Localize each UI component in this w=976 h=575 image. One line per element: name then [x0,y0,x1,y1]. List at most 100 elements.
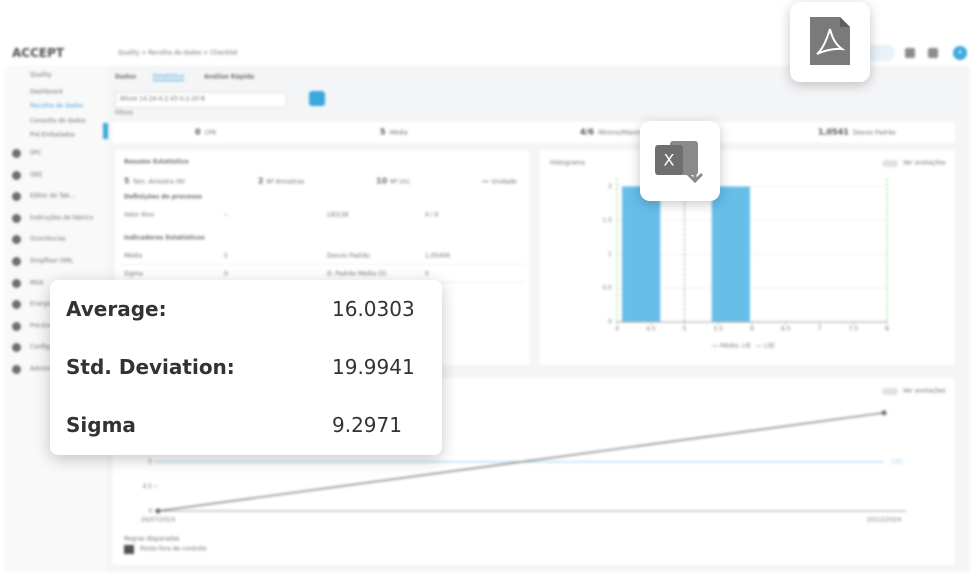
sidebar-icon [12,278,21,288]
count-value: 5 [124,176,130,186]
x-tick-label: 7.5 [848,326,858,333]
summary-count: 2 Nº Amostras [258,177,304,186]
search-button [309,91,325,106]
count-value: 10 [376,176,388,186]
legend-label: LIE [742,343,751,350]
sidebar-icon [12,365,21,374]
filter-label: Filtros [115,109,133,117]
process-cell: LIE/LSE [327,211,349,219]
avatar: A [953,46,967,60]
histogram-bar [622,186,661,322]
histogram-bar [711,186,750,322]
sidebar-item: Dropfloor OML [30,257,74,265]
kpi: 0 CPK [195,128,216,137]
sidebar-item: Energia [30,300,53,308]
sidebar-icon [12,343,21,353]
sidebar-icon [12,321,21,331]
toolbar-icon [905,48,915,58]
count-value: -- [482,176,489,186]
process-cell: 4 / 6 [425,211,439,219]
kpi-value: 0 [195,127,201,137]
toggle [882,160,898,167]
excel-icon: X [655,141,704,184]
summary-count: 10 Nº Uni. [376,177,411,186]
sidebar-item: Instruções de fabrico [30,214,94,222]
summary-title: Resumo Estatístico [124,158,189,166]
kpi-label: Mínimo/Máximo [598,129,646,137]
control-limit-label: LSC [892,458,903,465]
sidebar-item: MSA [30,279,44,287]
rule-item: Ponto fora de controlo [140,545,207,553]
indicator-cell: 5 [224,252,228,260]
summary-count: 5 Tam. Amostra (N) [124,177,185,186]
sidebar-item: Pré-Em... [30,322,58,330]
stat-label: Std. Deviation: [66,355,235,379]
data-point [155,508,161,514]
sidebar-subitem: Recolha de dados [30,102,84,110]
active-marker [103,123,108,139]
sidebar-module: Quality [30,71,52,79]
x-tick-label: 5 [683,326,687,333]
logo: ACCEPT [12,46,65,60]
count-label: Nº Uni. [390,178,412,186]
rules-title: Regras disparadas [124,535,180,543]
rule-badge [124,545,134,554]
process-cell: Valor Alvo [124,211,155,219]
kpi-value: 4/6 [580,127,595,137]
pdf-icon [810,17,850,65]
sidebar-item: Editor de Tab... [30,192,75,200]
count-label: Nº Amostras [266,178,305,186]
pdf-export-button[interactable] [790,2,870,82]
kpi: 5 Média [380,128,408,137]
sidebar-icon [12,235,21,245]
kpi-label: Desvio Padrão [852,129,896,137]
toggle-label: Ver anotações [903,387,946,395]
row-divider [120,264,525,265]
x-tick-label: 6 [750,326,754,333]
indicator-cell: D. Padrão Média (S) [327,270,387,278]
y-tick-label: 0 [608,319,612,326]
count-value: 2 [258,176,264,186]
section-title: Indicadores Estatísticos [124,234,205,242]
toggle-label: Ver anotações [903,159,946,167]
x-tick-label: 5.5 [713,326,723,333]
indicator-cell: Desvio Padrão [327,252,370,260]
charts: 0 0.5 1 1.5 2 4 4.5 5 5.5 6 6.5 7 7.5 8 Média LIE LSE 4 4.… [141,178,906,524]
count-label: Tam. Amostra (N) [132,178,185,186]
y-tick-label: 0.5 [602,285,612,292]
stat-value: 16.0303 [332,297,415,321]
section-title: Definições do processo [124,193,203,201]
tab: Análise Rápida [204,73,255,81]
x-tick-label: 20/12/2024 [867,517,902,524]
y-tick-label: 1 [608,251,612,258]
sidebar-icon [12,149,21,158]
x-tick-label: 4 [615,326,619,333]
sidebar-icon [12,213,21,223]
process-cell: -- [224,211,229,219]
x-tick-label: 8 [885,326,889,333]
indicator-cell: 0 [425,270,429,278]
kpi: 4/6 Mínimo/Máximo [580,128,646,137]
chart-title: Histograma [550,159,585,167]
indicator-cell: Sigma [124,270,143,278]
y-tick-label: 4 [148,508,152,515]
indicator-cell: 0 [224,270,228,278]
kpi-label: CPK [204,129,217,137]
indicator-cell: Média [124,252,143,260]
sidebar-item: OEE [30,171,43,179]
filter-value: Allure 14.24-4.2.43-4.2.20-8 [120,95,205,103]
legend-label: LSE [764,343,775,350]
count-label: Unidade [491,178,517,186]
sidebar-item: Ocorrências [30,235,66,243]
excel-export-button[interactable]: X [640,121,720,201]
x-tick-label: 6.5 [781,326,791,333]
y-tick-label: 4.5 [142,483,152,490]
kpi-label: Média [389,129,408,137]
x-tick-label: 4.5 [646,326,656,333]
sidebar-subitem: Consulta de dados [30,117,86,125]
tab: Dados [115,73,137,81]
indicator-cell: 1,05409 [425,252,450,260]
filter-select [115,92,287,108]
sidebar-icon [12,257,21,266]
